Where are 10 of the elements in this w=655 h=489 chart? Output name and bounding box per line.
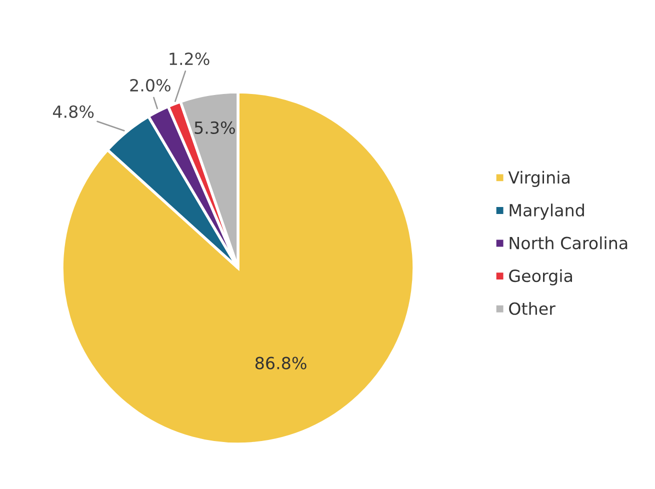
data-label: 2.0% — [130, 78, 170, 92]
data-label: 1.2% — [170, 52, 210, 66]
legend-label: Maryland — [510, 204, 584, 220]
data-label: 4.8% — [52, 105, 94, 118]
legend-label: North Carolina — [510, 236, 628, 250]
legend-label: Georgia — [509, 269, 572, 286]
legend-label: Other — [509, 302, 556, 315]
legend-label: Virginia — [508, 170, 570, 187]
data-label: 86.8% — [255, 356, 306, 370]
data-label: 5.3% — [194, 121, 235, 134]
